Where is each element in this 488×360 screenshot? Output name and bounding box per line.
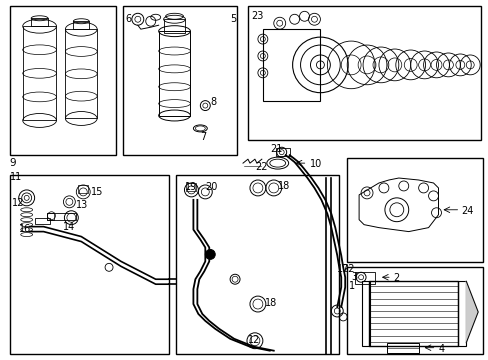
Text: 14: 14 bbox=[63, 222, 76, 232]
Text: 10: 10 bbox=[309, 159, 321, 169]
Bar bbox=[247, 6, 480, 140]
Bar bbox=[457, 281, 466, 346]
Bar bbox=[35, 218, 49, 224]
Text: 21: 21 bbox=[269, 144, 282, 154]
Text: 18: 18 bbox=[277, 181, 289, 191]
Text: 12: 12 bbox=[247, 335, 260, 345]
Text: 9: 9 bbox=[10, 158, 17, 168]
Text: 19: 19 bbox=[184, 182, 196, 192]
Bar bbox=[31, 18, 48, 26]
Text: 20: 20 bbox=[205, 182, 217, 192]
Bar bbox=[46, 213, 54, 220]
Bar bbox=[78, 185, 88, 193]
Bar bbox=[354, 272, 374, 284]
Bar bbox=[22, 26, 56, 121]
Bar bbox=[122, 6, 237, 155]
Text: 22: 22 bbox=[254, 162, 267, 172]
Text: 2: 2 bbox=[392, 273, 398, 283]
Text: 6: 6 bbox=[124, 14, 131, 24]
Text: 4: 4 bbox=[438, 344, 444, 354]
Bar bbox=[73, 21, 89, 29]
Bar bbox=[10, 6, 116, 155]
Bar bbox=[158, 31, 190, 116]
Bar bbox=[368, 281, 457, 346]
Text: 7: 7 bbox=[200, 132, 206, 142]
Bar bbox=[65, 29, 97, 118]
Text: 8: 8 bbox=[210, 96, 216, 107]
Bar bbox=[175, 175, 339, 354]
Bar bbox=[263, 29, 320, 100]
Text: 13: 13 bbox=[76, 200, 88, 210]
Polygon shape bbox=[466, 281, 477, 343]
Bar bbox=[186, 183, 196, 191]
Text: 11: 11 bbox=[10, 172, 22, 182]
Circle shape bbox=[205, 249, 215, 260]
Bar bbox=[346, 158, 482, 262]
Text: 18: 18 bbox=[264, 298, 277, 308]
Text: 1: 1 bbox=[348, 281, 355, 291]
Text: 15: 15 bbox=[91, 187, 103, 197]
Text: 12: 12 bbox=[12, 198, 24, 208]
Text: 17: 17 bbox=[337, 264, 349, 274]
Bar bbox=[386, 343, 418, 353]
Bar bbox=[275, 148, 289, 156]
Text: 5: 5 bbox=[230, 14, 236, 24]
Text: 3: 3 bbox=[350, 272, 357, 282]
Bar bbox=[46, 213, 76, 220]
Bar bbox=[346, 267, 482, 354]
Text: 16: 16 bbox=[19, 224, 31, 234]
Text: 23: 23 bbox=[250, 11, 263, 21]
Bar bbox=[361, 281, 369, 346]
Bar bbox=[10, 175, 168, 354]
Text: 22: 22 bbox=[342, 264, 354, 274]
Text: 24: 24 bbox=[460, 206, 473, 216]
Bar bbox=[163, 19, 185, 33]
